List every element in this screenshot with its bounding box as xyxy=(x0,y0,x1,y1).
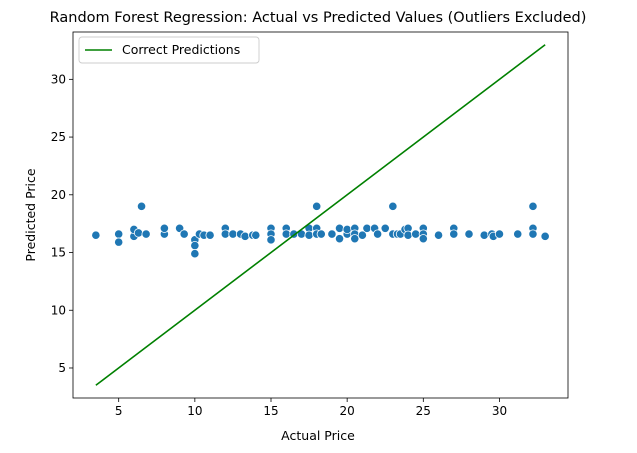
x-axis-label: Actual Price xyxy=(281,428,355,443)
data-point xyxy=(418,234,428,244)
data-point xyxy=(350,234,360,244)
y-axis-label: Predicted Price xyxy=(23,168,38,261)
data-point xyxy=(159,223,169,233)
correct-predictions-line xyxy=(95,44,546,386)
data-point xyxy=(479,230,489,240)
data-point xyxy=(362,223,372,233)
data-point xyxy=(312,201,322,211)
legend: Correct Predictions xyxy=(78,36,260,64)
y-tick-label: 30 xyxy=(51,72,66,86)
x-tick-label: 5 xyxy=(115,404,123,418)
data-point xyxy=(540,231,550,241)
data-point xyxy=(190,241,200,251)
data-point xyxy=(357,230,367,240)
y-axis: 5 10 15 20 25 30 xyxy=(51,72,73,375)
data-point xyxy=(528,201,538,211)
data-point xyxy=(316,229,326,239)
data-point xyxy=(373,229,383,239)
data-point xyxy=(380,223,390,233)
data-point xyxy=(281,229,291,239)
data-point xyxy=(141,229,151,239)
plot-frame xyxy=(72,31,569,399)
data-point xyxy=(251,230,261,240)
data-point xyxy=(228,229,238,239)
x-tick-label: 15 xyxy=(263,404,278,418)
data-point xyxy=(304,230,314,240)
data-point xyxy=(528,229,538,239)
data-point xyxy=(136,201,147,211)
y-tick-label: 25 xyxy=(51,130,66,144)
x-tick-label: 25 xyxy=(416,404,431,418)
chart-title: Random Forest Regression: Actual vs Pred… xyxy=(50,10,587,26)
data-point xyxy=(411,229,421,239)
data-point xyxy=(403,230,413,240)
data-point xyxy=(240,231,250,241)
data-point xyxy=(464,229,474,239)
data-point xyxy=(433,230,444,240)
legend-entry: Correct Predictions xyxy=(122,42,240,57)
data-point xyxy=(266,235,276,245)
x-axis: 5 10 15 20 25 30 xyxy=(115,398,507,418)
data-point xyxy=(91,230,101,240)
data-point xyxy=(334,234,345,244)
x-tick-label: 30 xyxy=(492,404,507,418)
x-tick-label: 20 xyxy=(340,404,355,418)
y-tick-label: 15 xyxy=(51,246,66,260)
data-point xyxy=(114,229,124,239)
data-point xyxy=(114,237,124,247)
y-tick-label: 20 xyxy=(51,188,66,202)
y-tick-label: 5 xyxy=(58,361,66,375)
legend-box xyxy=(78,36,260,64)
data-point xyxy=(133,228,144,238)
data-point xyxy=(513,229,523,239)
data-point xyxy=(179,229,189,239)
y-tick-label: 10 xyxy=(51,303,66,317)
data-point xyxy=(449,229,459,239)
data-point xyxy=(334,223,345,233)
plot-area xyxy=(91,44,550,386)
data-point xyxy=(494,229,505,239)
x-tick-label: 10 xyxy=(187,404,202,418)
data-point xyxy=(220,229,230,239)
data-point xyxy=(388,201,398,211)
data-point xyxy=(190,249,200,259)
data-point xyxy=(205,230,215,240)
data-point xyxy=(342,224,352,235)
data-point xyxy=(327,229,337,239)
